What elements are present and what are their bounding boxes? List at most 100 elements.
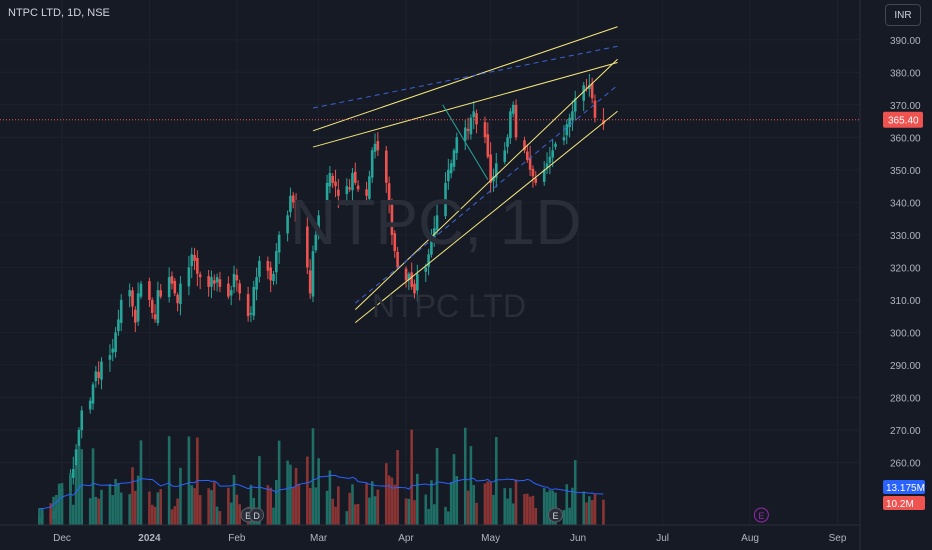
volume-bar [210,490,213,525]
volume-bar [393,484,397,525]
candle-down [297,224,301,229]
volume-bar [582,491,585,525]
candle-up [88,400,92,410]
candle-down [413,283,416,294]
candle-up [582,85,585,101]
trend-line [312,45,618,109]
volume-bar [128,494,131,525]
time-tick-label: Jul [656,533,669,544]
earnings-label: E [552,511,558,521]
volume-bar [489,482,492,525]
volume-bar [297,484,301,525]
candle-up [435,215,439,231]
candle-down [227,283,230,297]
candle-down [246,294,250,317]
volume-bar [88,498,92,525]
volume-bar [571,487,574,525]
candle-up [449,163,453,174]
candle-up [128,290,131,297]
candle-up [190,254,194,267]
volume-bar [407,498,411,525]
candle-up [542,169,546,182]
candle-up [430,234,433,255]
volume-bar [413,500,416,525]
volume-bar [190,485,194,525]
candle-up [494,163,498,178]
candle-up [255,277,258,290]
candle-up [114,332,117,353]
candle-up [311,251,315,297]
candle-down [483,122,487,138]
volume-bar [291,486,295,525]
trend-line [442,104,489,180]
volume-bar [60,483,64,525]
candle-up [565,124,569,136]
candle-down [148,281,151,300]
volume-bar [430,480,433,525]
volume-bar [80,449,84,525]
candle-down [526,151,529,161]
candle-up [215,277,219,283]
candle-up [108,355,112,360]
candle-up [80,410,84,431]
candle-down [193,254,196,261]
volume-bar [466,490,470,525]
candle-up [373,143,377,152]
volume-bar [49,503,53,525]
price-tick-label: 330.00 [890,231,921,242]
currency-button[interactable]: INR [885,4,921,26]
volume-bar [308,488,312,525]
symbol-title[interactable]: NTPC LTD, 1D, NSE [8,7,110,19]
volume-bar [404,498,408,525]
candle-down [134,309,137,323]
volume-bar [331,498,335,525]
candle-down [531,168,535,177]
volume-bar [545,492,549,525]
candle-up [229,290,233,296]
candle-down [235,274,239,281]
candle-up [463,127,467,141]
candle-down [159,290,162,297]
volume-bar [463,427,467,525]
candle-down [410,272,413,287]
earnings-label: E [245,511,251,521]
volume-bar [218,511,222,525]
volume-bar [410,429,413,525]
candle-up [77,429,81,451]
volume-bar [390,477,394,525]
candle-down [585,87,588,89]
time-axis [0,525,860,550]
volume-bar [176,498,179,525]
volume-bar [156,492,160,525]
price-tick-label: 260.00 [890,458,921,469]
candle-up [368,176,371,199]
candle-up [351,173,354,191]
volume-bar [337,486,340,525]
candle-up [272,273,275,282]
time-tick-label: Mar [310,533,328,544]
price-tick-label: 300.00 [890,328,921,339]
time-tick-label: Feb [228,533,246,544]
volume-bar [269,487,272,525]
last-price-label: 365.40 [888,116,919,127]
time-tick-label: Sep [829,533,847,544]
candle-up [545,163,549,169]
price-tick-label: 270.00 [890,426,921,437]
volume-bar [475,502,478,525]
volume-bar [317,458,320,525]
volume-bar [207,488,210,525]
volume-bar [534,507,538,525]
candle-down [334,181,337,187]
price-tick-label: 370.00 [890,101,921,112]
candle-up [492,176,495,182]
volume-bar [306,456,309,525]
candle-up [562,137,566,141]
volume-bar [435,447,439,525]
volume-bar [167,436,171,525]
volume-bar [548,490,552,525]
volume-bar [229,502,233,525]
volume-bar [57,483,61,525]
volume-bar [590,500,594,525]
volume-bar [325,490,329,525]
